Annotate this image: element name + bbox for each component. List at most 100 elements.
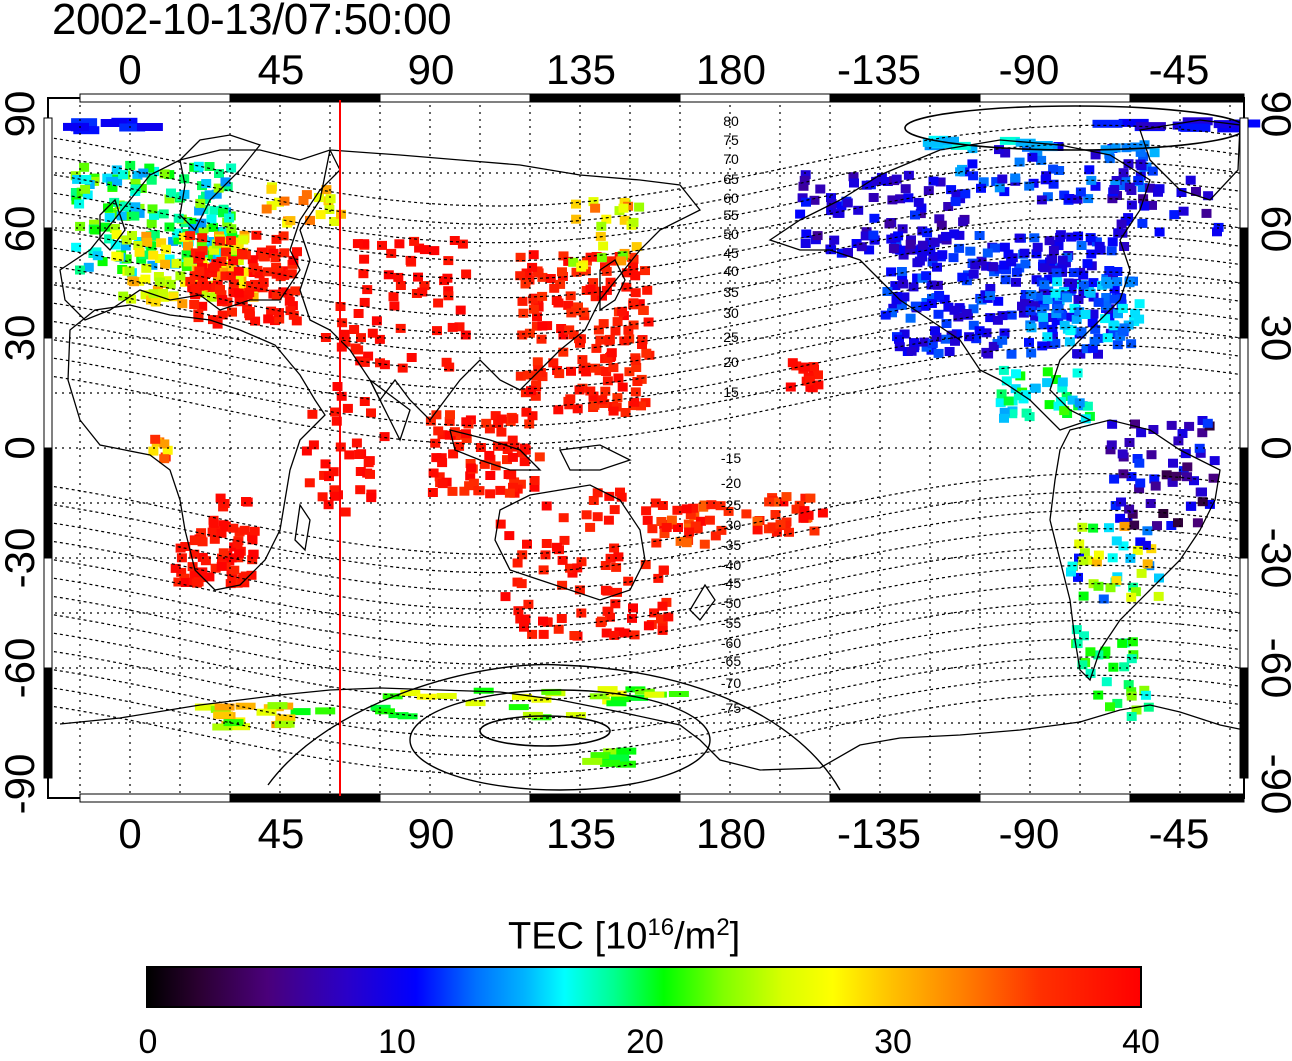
colorbar-title-unit-exponent: 2 — [716, 914, 730, 941]
tec-sample-cell — [538, 616, 548, 626]
tec-sample-cell — [183, 257, 194, 267]
tec-sample-cell — [940, 334, 951, 344]
contour-label: 75 — [723, 132, 739, 148]
tec-sample-cell — [965, 246, 976, 256]
top-axis-bar — [1129, 93, 1245, 103]
tec-sample-cell — [118, 170, 129, 180]
tec-sample-cell — [781, 492, 792, 502]
tec-sample-cell — [1050, 375, 1061, 384]
tec-sample-cell — [912, 245, 923, 255]
contour-label: 65 — [723, 171, 739, 187]
tec-sample-cell — [896, 300, 907, 310]
tec-sample-cell — [904, 245, 915, 255]
tec-sample-cell — [985, 291, 995, 301]
tec-sample-cell — [159, 439, 170, 449]
tec-sample-cell — [1106, 440, 1117, 450]
tec-sample-cell — [638, 305, 649, 315]
tec-sample-cell — [1080, 414, 1091, 424]
tec-sample-cell — [416, 693, 437, 700]
tec-sample-cell — [769, 497, 780, 507]
tec-sample-cell — [532, 312, 542, 322]
tec-sample-cell — [616, 492, 627, 502]
tec-sample-cell — [443, 256, 454, 266]
tec-sample-cell — [464, 481, 475, 491]
tec-sample-cell — [443, 291, 454, 301]
tec-sample-cell — [993, 296, 1004, 306]
tec-sample-cell — [884, 219, 895, 229]
tec-sample-cell — [658, 565, 669, 575]
tec-sample-cell — [204, 190, 215, 200]
tec-sample-cell — [500, 592, 511, 602]
tec-sample-cell — [643, 621, 654, 631]
tec-sample-cell — [106, 177, 117, 186]
tec-sample-cell — [1001, 265, 1011, 275]
colorbar-tick: 10 — [378, 1023, 416, 1061]
tec-sample-cell — [961, 309, 972, 318]
tec-sample-cell — [195, 198, 206, 208]
tec-sample-cell — [1074, 398, 1085, 408]
tec-sample-cell — [349, 325, 360, 334]
tec-sample-cell — [619, 628, 630, 638]
tec-sample-cell — [1104, 266, 1115, 275]
tec-sample-cell — [985, 313, 996, 323]
tec-sample-cell — [650, 498, 661, 508]
tec-sample-cell — [461, 434, 472, 443]
top-lon-tick: 90 — [408, 46, 455, 93]
tec-sample-cell — [968, 304, 979, 314]
tec-sample-cell — [927, 293, 937, 303]
tec-sample-cell — [541, 688, 562, 695]
tec-sample-cell — [414, 243, 425, 253]
tec-sample-cell — [248, 292, 259, 302]
bottom-axis-bar — [229, 793, 381, 803]
tec-sample-cell — [675, 536, 686, 546]
tec-sample-cell — [359, 297, 370, 307]
tec-sample-cell — [1197, 487, 1207, 497]
tec-sample-cell — [374, 334, 385, 344]
tec-sample-cell — [355, 485, 366, 495]
tec-sample-cell — [925, 246, 936, 256]
left-lat-tick: -30 — [0, 528, 43, 589]
tec-sample-cell — [329, 485, 340, 495]
top-axis-bar — [679, 93, 831, 103]
tec-sample-cell — [142, 237, 153, 247]
tec-sample-cell — [517, 330, 528, 340]
tec-sample-cell — [1067, 395, 1078, 405]
tec-sample-cell — [1078, 591, 1089, 601]
tec-sample-cell — [953, 312, 964, 322]
tec-sample-cell — [571, 214, 582, 224]
tec-sample-cell — [1104, 523, 1114, 533]
tec-sample-cell — [433, 426, 444, 436]
top-axis-bar — [79, 93, 231, 103]
tec-sample-cell — [413, 272, 423, 282]
top-lon-tick: 0 — [118, 46, 141, 93]
tec-sample-cell — [999, 242, 1010, 252]
tec-sample-cell — [752, 525, 763, 535]
tec-sample-cell — [612, 317, 623, 327]
right-axis-bar — [1239, 667, 1249, 779]
tec-sample-cell — [999, 413, 1009, 423]
tec-sample-cell — [529, 482, 540, 492]
coastline — [59, 149, 341, 321]
tec-sample-cell — [1059, 406, 1070, 416]
tec-sample-cell — [247, 555, 258, 565]
tec-sample-cell — [466, 463, 477, 473]
contour-label: 55 — [723, 207, 739, 223]
tec-sample-cell — [1074, 539, 1085, 549]
tec-sample-cell — [465, 471, 476, 481]
tec-sample-cell — [1102, 279, 1113, 289]
contour-label: 60 — [723, 190, 739, 206]
tec-sample-cell — [595, 335, 606, 345]
tec-sample-cell — [1093, 581, 1104, 591]
tec-sample-cell — [628, 603, 638, 613]
tec-sample-cell — [1037, 341, 1048, 351]
tec-sample-cell — [585, 522, 596, 532]
tec-sample-cell — [1107, 237, 1118, 247]
tec-sample-cell — [1153, 591, 1164, 601]
colorbar-tick: 30 — [874, 1023, 912, 1061]
tec-sample-cell — [657, 601, 668, 611]
tec-sample-cell — [1078, 270, 1089, 280]
tec-sample-cell — [813, 380, 824, 390]
colorbar-tick: 40 — [1122, 1023, 1160, 1061]
tec-sample-cell — [994, 145, 1004, 155]
